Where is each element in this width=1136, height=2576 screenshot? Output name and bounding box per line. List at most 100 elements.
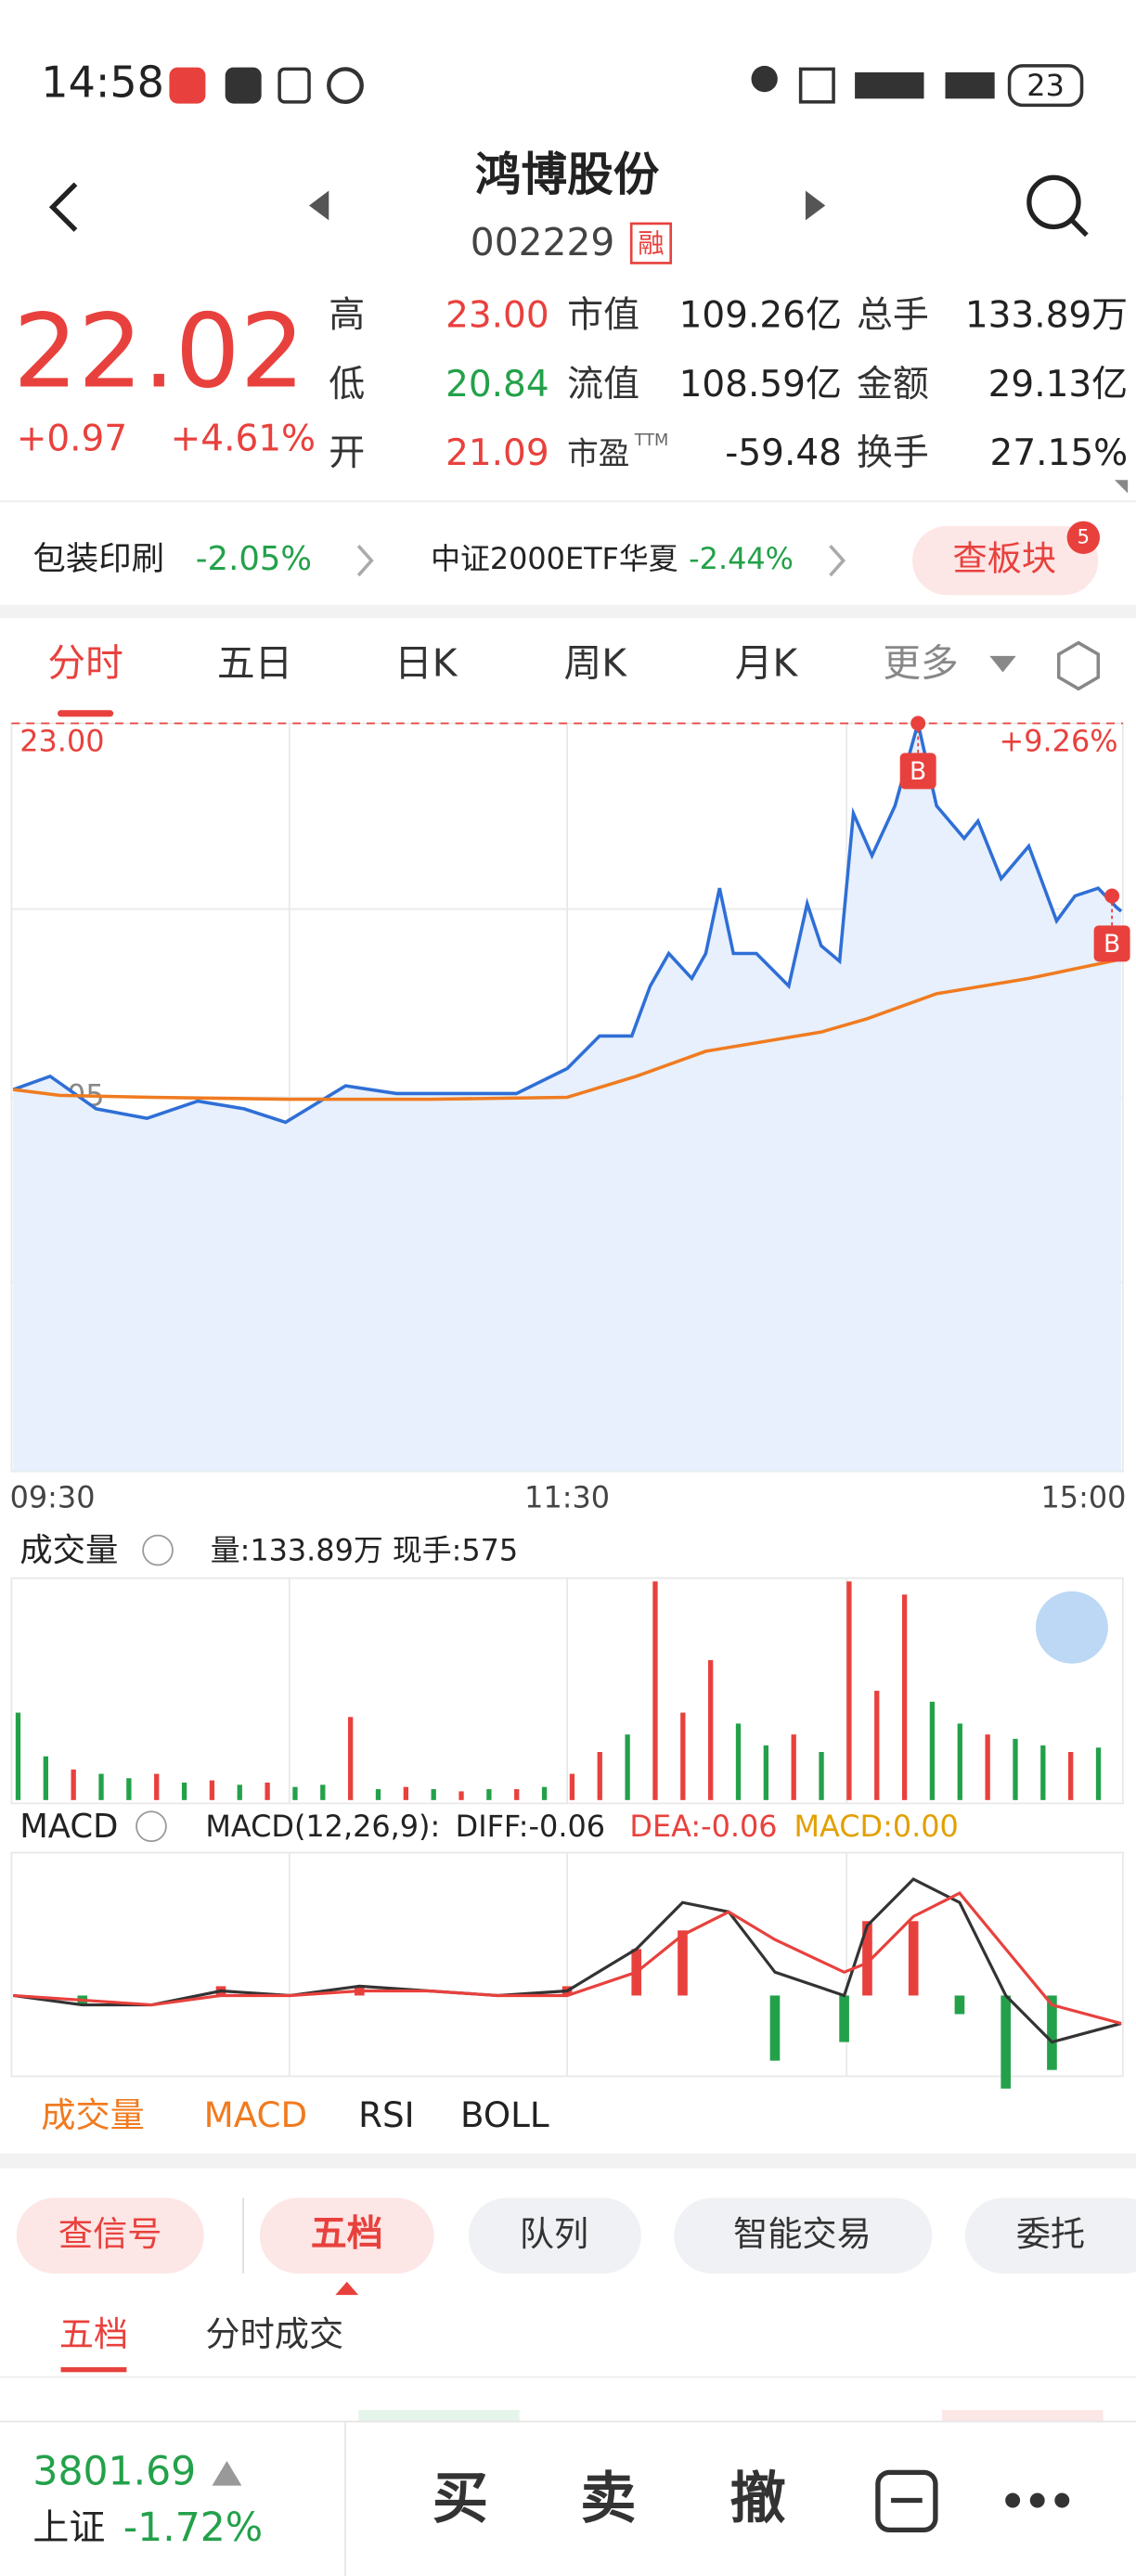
volume-bar xyxy=(929,1701,936,1800)
macd-bar xyxy=(1000,1995,1012,2089)
tab-pill[interactable] xyxy=(964,2197,1136,2274)
chevron xyxy=(356,544,374,577)
trade-tab[interactable]: 智能交易 xyxy=(733,2213,871,2254)
cancel-button[interactable]: 撤 xyxy=(729,2467,785,2531)
y-tick-label: 23.00 xyxy=(19,724,104,759)
trade-marker-label: B xyxy=(910,757,926,786)
help-icon[interactable] xyxy=(142,1534,174,1566)
depth-hint xyxy=(941,2410,1104,2422)
sell-button[interactable]: 卖 xyxy=(580,2467,636,2531)
macd-params: MACD(12,26,9): xyxy=(205,1809,440,1844)
more-arrow xyxy=(989,655,1016,673)
volume-bar xyxy=(874,1691,880,1800)
stats-grid: 高 23.00 市值 109.26亿 总手 133.89万低 20.84 流值 108.59亿金… xyxy=(329,294,1128,474)
volume-bar xyxy=(1095,1747,1102,1800)
volume-bar xyxy=(652,1581,658,1800)
tab-indicator xyxy=(60,2367,127,2373)
tab-pill[interactable] xyxy=(16,2197,204,2274)
trade-marker xyxy=(899,753,936,790)
sub-tab[interactable]: 五档 xyxy=(59,2313,128,2354)
back-button[interactable] xyxy=(48,182,78,232)
next-stock[interactable] xyxy=(805,190,826,221)
trade-tab[interactable]: 队列 xyxy=(520,2213,588,2254)
macd-bar xyxy=(954,1995,965,2015)
stock-name: 鸿博股份 xyxy=(475,148,660,201)
volume-bar xyxy=(265,1782,270,1800)
last-price: 22.02 xyxy=(13,291,304,410)
sub-tab[interactable]: 分时成交 xyxy=(205,2313,343,2354)
trade-tab[interactable]: 五档 xyxy=(311,2213,383,2255)
sector-name[interactable]: 中证2000ETF华夏 xyxy=(431,541,678,576)
expand-button[interactable] xyxy=(1035,1591,1108,1664)
volume-bar xyxy=(846,1581,852,1800)
more-button[interactable] xyxy=(1005,2492,1070,2508)
indicator-tab[interactable]: RSI xyxy=(358,2094,414,2135)
volume-bar xyxy=(569,1773,575,1800)
chart-tab[interactable]: 更多 xyxy=(883,640,958,685)
chart-tab[interactable]: 日K xyxy=(394,640,458,685)
tab-indicator xyxy=(57,710,114,717)
stat-value: -59.48 xyxy=(725,432,842,474)
dea-line xyxy=(13,1891,1122,2026)
tab-pill[interactable] xyxy=(259,2197,434,2274)
macd-bar xyxy=(839,1995,849,2042)
search-button[interactable] xyxy=(1026,174,1089,238)
stat-label: 金额 xyxy=(857,364,929,406)
indicator-tab[interactable]: 成交量 xyxy=(41,2094,145,2135)
stat-value: 29.13亿 xyxy=(988,364,1129,406)
volume-bar xyxy=(375,1789,381,1800)
stat-value: 20.84 xyxy=(445,364,549,406)
stat-label: 低 xyxy=(329,364,365,406)
x-tick-label: 15:00 xyxy=(1041,1480,1127,1515)
sector-button-label[interactable]: 查板块 xyxy=(953,538,1057,579)
tab-pointer xyxy=(335,2281,359,2296)
sector-button[interactable] xyxy=(912,525,1099,596)
tab-pill[interactable] xyxy=(674,2197,933,2274)
sector-name[interactable]: 包装印刷 xyxy=(32,540,164,578)
chart-tab[interactable]: 分时 xyxy=(47,640,123,685)
chart-tabs: 分时 五日 日K 周K 月K 更多 xyxy=(47,640,958,685)
chart-tab[interactable]: 五日 xyxy=(217,640,292,685)
volume-bar xyxy=(957,1723,962,1800)
depth-hint xyxy=(358,2410,520,2422)
indicator-tab[interactable]: BOLL xyxy=(460,2094,549,2135)
chevron xyxy=(829,544,846,577)
price-line xyxy=(12,723,1123,1125)
status-time: 14:58 xyxy=(41,58,164,108)
volume-bar xyxy=(763,1745,769,1800)
battery-level: 23 xyxy=(1026,68,1065,103)
stat-value: 21.09 xyxy=(445,432,549,474)
x-tick-label: 11:30 xyxy=(524,1480,610,1515)
pct-label: +9.26% xyxy=(1000,724,1118,759)
stat-value: 23.00 xyxy=(445,294,549,336)
volume-bar xyxy=(1040,1745,1046,1800)
sector-change: -2.44% xyxy=(689,541,794,576)
volume-bar xyxy=(819,1751,824,1800)
volume-bar xyxy=(1013,1738,1018,1800)
volume-bar xyxy=(71,1769,76,1800)
volume-bar xyxy=(237,1784,242,1800)
charts: 09:3011:3015:0019.1021.0523.00+9.26%-9.2… xyxy=(10,715,1130,2089)
section-gap xyxy=(0,2153,1136,2169)
corner-mark xyxy=(1114,480,1129,494)
stat-value: 133.89万 xyxy=(965,294,1128,336)
settings-button[interactable] xyxy=(1056,640,1101,691)
volume-bar xyxy=(514,1789,520,1800)
minus-button[interactable] xyxy=(875,2469,938,2533)
macd-dea: DEA:-0.06 xyxy=(629,1809,777,1844)
volume-bar xyxy=(1068,1751,1074,1800)
trade-tab[interactable]: 查信号 xyxy=(58,2213,162,2254)
volume-bar xyxy=(320,1784,326,1800)
chart-tab[interactable]: 月K xyxy=(735,640,799,685)
chart-tab[interactable]: 周K xyxy=(564,640,628,685)
volume-bar xyxy=(791,1734,796,1800)
buy-button[interactable]: 买 xyxy=(432,2467,488,2531)
volume-bar xyxy=(181,1782,187,1800)
prev-stock[interactable] xyxy=(309,190,329,221)
tab-pill[interactable] xyxy=(468,2197,641,2274)
trade-tab[interactable]: 委托 xyxy=(1016,2213,1085,2254)
indicator-tab[interactable]: MACD xyxy=(204,2094,307,2135)
help-icon[interactable] xyxy=(136,1810,167,1843)
